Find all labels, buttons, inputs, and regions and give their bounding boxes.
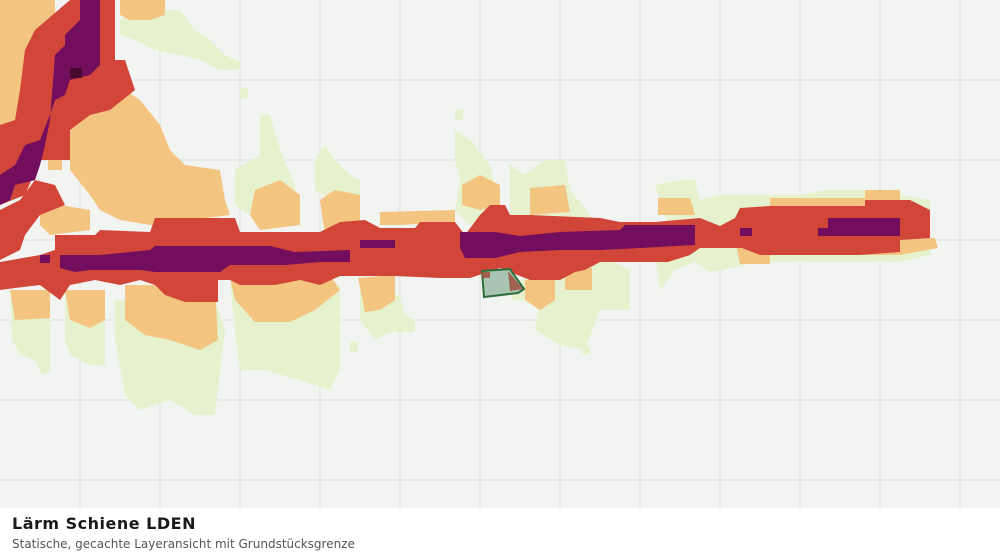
legend-footer: Lärm Schiene LDEN Statische, gecachte La…	[0, 508, 1000, 560]
layer-subtitle: Statische, gecachte Layeransicht mit Gru…	[12, 537, 355, 551]
noise-zone-70	[0, 0, 900, 272]
layer-title: Lärm Schiene LDEN	[12, 514, 196, 533]
noise-zone-75	[70, 68, 82, 78]
property-boundary	[480, 267, 526, 299]
map-view	[0, 0, 1000, 508]
